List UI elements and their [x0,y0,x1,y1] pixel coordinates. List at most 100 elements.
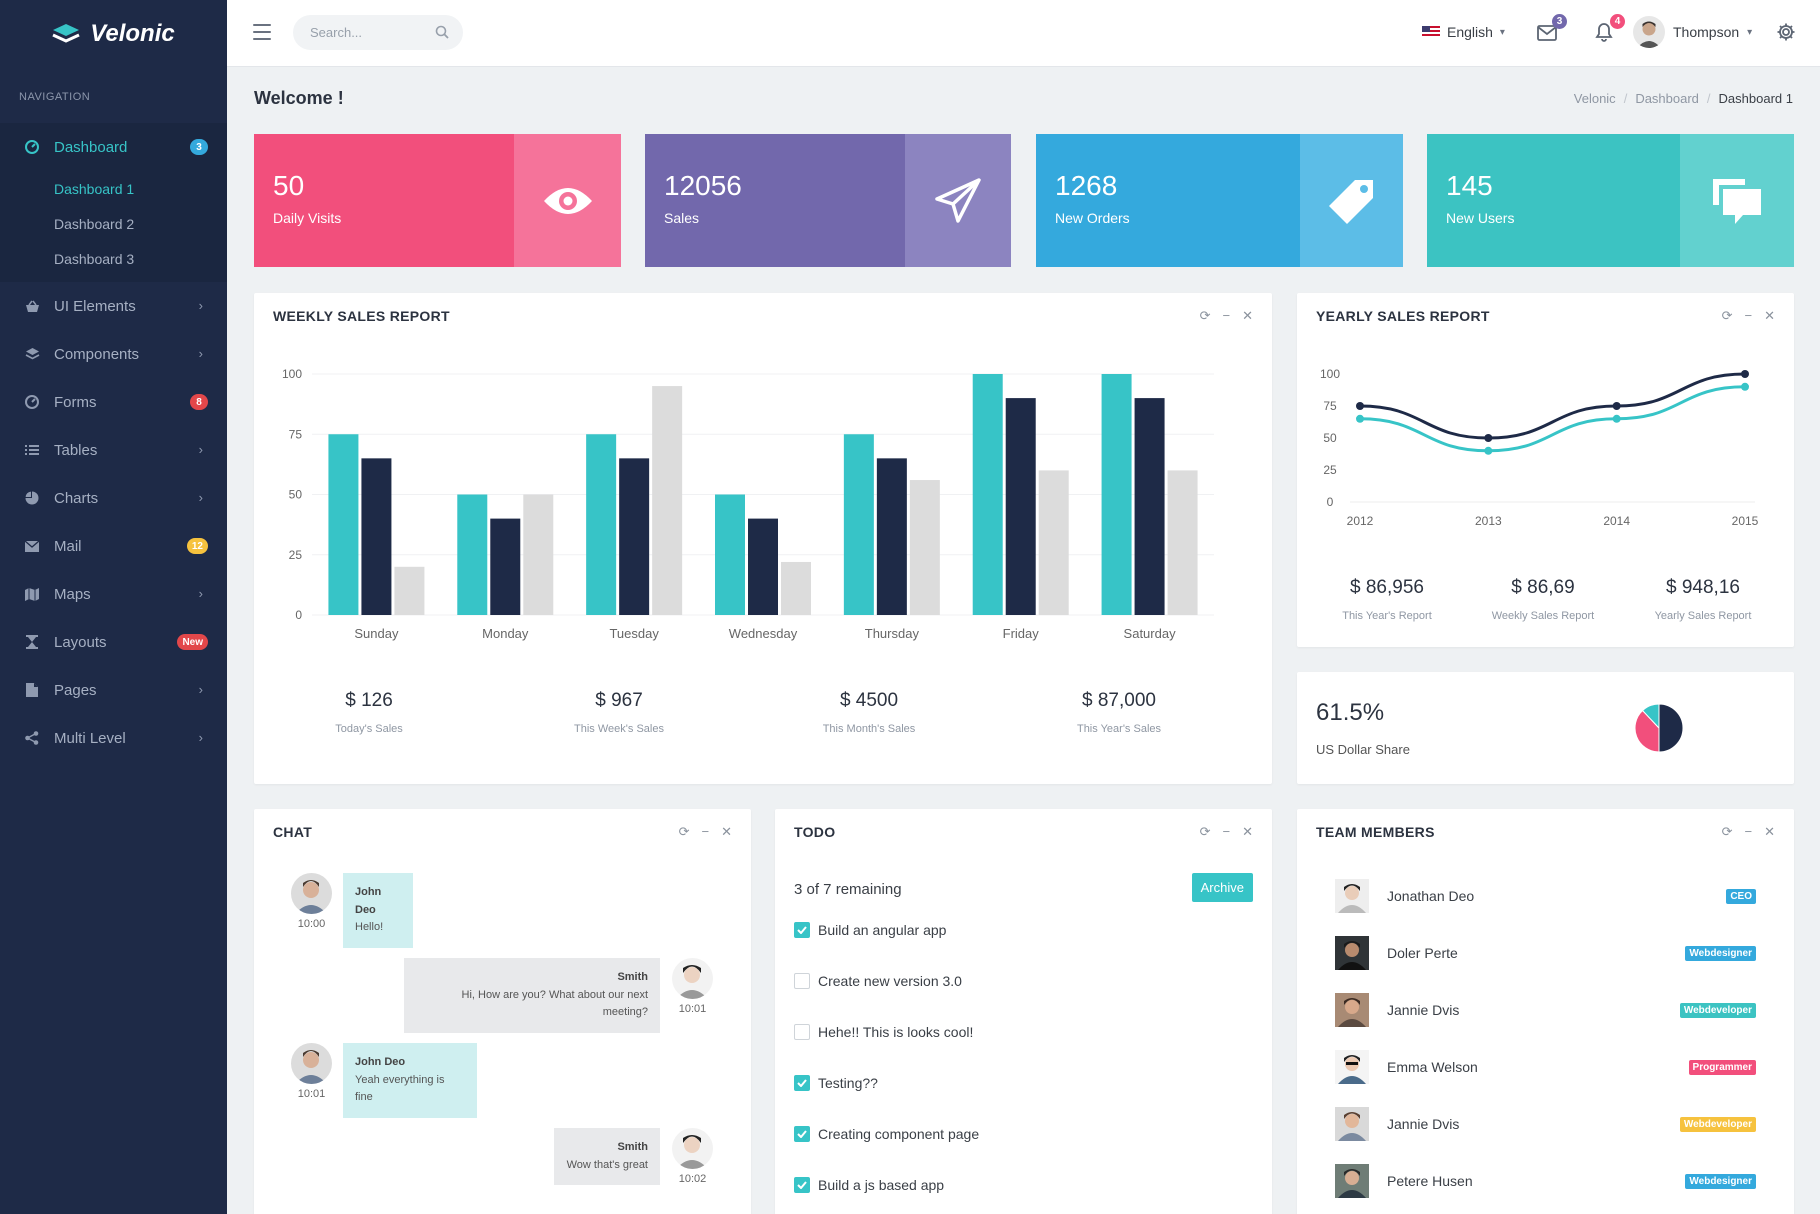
refresh-icon[interactable]: ⟳ [1721,308,1733,323]
minimize-icon[interactable]: − [1222,308,1231,323]
sidebar-subitem-dashboard-1[interactable]: Dashboard 1 [54,180,135,197]
sidebar-item-layouts[interactable]: Layouts New [0,618,227,666]
close-icon[interactable]: ✕ [1242,824,1253,839]
eye-icon [514,134,621,267]
x-tick-label: 2015 [1732,514,1759,528]
bar [619,458,650,615]
refresh-icon[interactable]: ⟳ [1199,308,1211,323]
message-text: Hi, How are you? What about our next mee… [461,988,648,1019]
pie-slice [1658,703,1684,753]
close-icon[interactable]: ✕ [1764,824,1775,839]
member-name: Jannie Dvis [1387,1116,1460,1132]
team-member[interactable]: Jonathan Deo CEO [1335,878,1756,914]
summary-todays-sales: $ 126 Today's Sales [301,690,437,735]
message-bubble: John Deo Hello! [343,873,413,948]
chevron-right-icon: › [198,730,203,745]
bar [1167,470,1198,615]
team-member[interactable]: Jannie Dvis Webdeveloper [1335,1106,1756,1142]
todo-item[interactable]: Build a js based app [794,1177,944,1193]
checkbox-checked[interactable] [794,922,810,938]
sidebar-item-dashboard[interactable]: Dashboard 3 [0,123,227,171]
page-title: Welcome ! [254,88,344,108]
minimize-icon[interactable]: − [1222,824,1231,839]
sidebar-item-tables[interactable]: Tables › [0,426,227,474]
sidebar-item-multi-level[interactable]: Multi Level › [0,714,227,762]
us-flag-icon [1422,26,1440,38]
checkbox-checked[interactable] [794,1075,810,1091]
summary-weekly: $ 86,69 Weekly Sales Report [1467,577,1619,622]
x-tick-label: Wednesday [729,626,798,641]
stat-card-sales: 12056 Sales [645,134,1011,267]
todo-card: TODO ⟳ − ✕ 3 of 7 remaining Archive Buil… [775,809,1272,1214]
sidebar-item-forms[interactable]: Forms 8 [0,378,227,426]
close-icon[interactable]: ✕ [1242,308,1253,323]
gear-icon[interactable] [1776,22,1798,44]
y-tick-label: 100 [282,367,302,381]
data-point [1612,414,1621,423]
bar [457,494,488,615]
refresh-icon[interactable]: ⟳ [1199,824,1211,839]
layouts-badge: New [177,634,208,650]
user-menu[interactable]: Thompson ▾ [1633,16,1752,48]
close-icon[interactable]: ✕ [1764,308,1775,323]
team-member[interactable]: Petere Husen Webdesigner [1335,1163,1756,1199]
x-tick-label: Saturday [1124,626,1177,641]
team-member[interactable]: Emma Welson Programmer [1335,1049,1756,1085]
archive-button[interactable]: Archive [1191,873,1253,902]
todo-item[interactable]: Creating component page [794,1126,979,1142]
avatar [291,1043,332,1084]
minimize-icon[interactable]: − [701,824,710,839]
avatar [1335,993,1369,1027]
search-input[interactable] [293,25,423,40]
sidebar-item-charts[interactable]: Charts › [0,474,227,522]
minimize-icon[interactable]: − [1744,824,1753,839]
language-selector[interactable]: English ▾ [1422,24,1505,40]
chevron-down-icon: ▾ [1747,26,1753,38]
team-member[interactable]: Jannie Dvis Webdeveloper [1335,992,1756,1028]
sidebar-subitem-dashboard-2[interactable]: Dashboard 2 [54,215,135,232]
todo-item[interactable]: Hehe!! This is looks cool! [794,1024,973,1040]
todo-item[interactable]: Build an angular app [794,922,946,938]
refresh-icon[interactable]: ⟳ [1721,824,1733,839]
breadcrumb-item[interactable]: Dashboard [1635,91,1699,106]
sidebar-item-ui-elements[interactable]: UI Elements › [0,282,227,330]
close-icon[interactable]: ✕ [721,824,732,839]
checkbox-unchecked[interactable] [794,973,810,989]
breadcrumb-item[interactable]: Velonic [1573,91,1616,106]
list-icon [24,442,40,458]
todo-item[interactable]: Testing?? [794,1075,878,1091]
summary-value: $ 4500 [839,690,899,711]
role-badge: Webdesigner [1685,1173,1756,1189]
todo-item[interactable]: Create new version 3.0 [794,973,962,989]
y-tick-label: 25 [289,548,303,562]
y-tick-label: 50 [289,488,303,502]
sidebar-item-maps[interactable]: Maps › [0,570,227,618]
message-author: Smith [617,1141,648,1153]
checkbox-checked[interactable] [794,1177,810,1193]
chevron-right-icon: › [198,442,203,457]
checkbox-checked[interactable] [794,1126,810,1142]
sidebar-item-label: Components [54,345,140,363]
sidebar-item-components[interactable]: Components › [0,330,227,378]
card-tools: ⟳ − ✕ [1200,308,1253,324]
minimize-icon[interactable]: − [1744,308,1753,323]
avatar [672,1128,713,1169]
sidebar-item-pages[interactable]: Pages › [0,666,227,714]
mail-icon[interactable]: 3 [1537,14,1567,44]
refresh-icon[interactable]: ⟳ [678,824,690,839]
team-member[interactable]: Doler Perte Webdesigner [1335,935,1756,971]
menu-toggle-icon[interactable] [253,24,271,40]
brand-logo[interactable]: Velonic [0,0,227,67]
sidebar-item-mail[interactable]: Mail 12 [0,522,227,570]
bar [876,458,907,615]
bar [652,386,683,615]
search-icon[interactable] [435,25,449,43]
language-label: English [1447,24,1493,40]
bell-icon[interactable]: 4 [1595,14,1625,44]
message-time: 10:01 [297,1088,326,1100]
sidebar-subitem-dashboard-3[interactable]: Dashboard 3 [54,250,135,267]
checkbox-unchecked[interactable] [794,1024,810,1040]
todo-text: Creating component page [818,1126,980,1142]
sidebar-item-label: Mail [54,537,82,555]
sidebar-item-label: Multi Level [54,729,126,747]
